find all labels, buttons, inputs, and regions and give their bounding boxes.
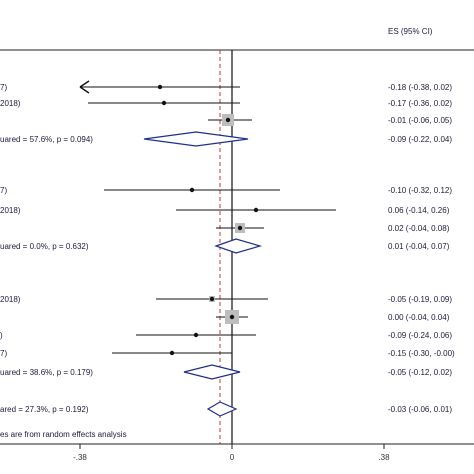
subtotal-diamond	[214, 238, 263, 254]
row-es-text: -0.05 (-0.19, 0.09)	[388, 295, 452, 304]
subtotal-diamond	[183, 364, 241, 380]
row-es-text: -0.18 (-0.38, 0.02)	[388, 83, 452, 92]
row-es-text: 0.02 (-0.04, 0.08)	[388, 224, 450, 233]
row-11: ) -0.09 (-0.24, 0.06)	[0, 331, 452, 340]
point-estimate	[209, 296, 215, 302]
row-label: )	[0, 331, 3, 340]
row-es-text: -0.09 (-0.24, 0.06)	[388, 331, 452, 340]
row-es-text: -0.01 (-0.06, 0.05)	[388, 116, 452, 125]
point-estimate	[229, 314, 235, 320]
subtotal-diamond	[143, 131, 249, 147]
row-13: uared = 38.6%, p = 0.179) -0.05 (-0.12, 0…	[0, 364, 452, 380]
row-10: 0.00 (-0.04, 0.04)	[216, 310, 450, 324]
row-es-text: -0.05 (-0.12, 0.02)	[388, 368, 452, 377]
row-label: 2018)	[0, 99, 21, 108]
row-1: 7) -0.18 (-0.38, 0.02)	[0, 80, 452, 94]
row-9: 2018) -0.05 (-0.19, 0.09)	[0, 295, 452, 304]
row-es-text: -0.10 (-0.32, 0.12)	[388, 186, 452, 195]
row-7: 0.02 (-0.04, 0.08)	[216, 223, 450, 233]
point-estimate	[193, 332, 199, 338]
x-tick-label: .38	[378, 453, 390, 462]
point-estimate	[237, 225, 243, 231]
row-es-text: -0.17 (-0.36, 0.02)	[388, 99, 452, 108]
point-estimate	[189, 187, 195, 193]
point-estimate	[253, 207, 259, 213]
x-axis: -.38 0 .38	[73, 444, 390, 462]
row-12: 7) -0.15 (-0.30, -0.00)	[0, 349, 455, 358]
row-label: uared = 0.0%, p = 0.632)	[0, 242, 89, 251]
top-rule-group: ES (95% CI)	[0, 27, 474, 51]
row-es-text: -0.09 (-0.22, 0.04)	[388, 135, 452, 144]
row-5: 7) -0.10 (-0.32, 0.12)	[0, 186, 452, 195]
row-label: 7)	[0, 83, 7, 92]
footer-group: es are from random effects analysis	[0, 430, 474, 445]
row-es-text: 0.06 (-0.14, 0.26)	[388, 206, 450, 215]
row-es-text: 0.00 (-0.04, 0.04)	[388, 313, 450, 322]
row-3: -0.01 (-0.06, 0.05)	[208, 114, 452, 126]
point-estimate	[225, 117, 231, 123]
row-2: 2018) -0.17 (-0.36, 0.02)	[0, 99, 452, 108]
row-6: 2018) 0.06 (-0.14, 0.26)	[0, 206, 450, 215]
x-tick-label: 0	[230, 453, 235, 462]
row-14: ared = 27.3%, p = 0.192) -0.03 (-0.06, 0.…	[0, 401, 452, 417]
row-label: 2018)	[0, 206, 21, 215]
row-label: uared = 57.6%, p = 0.094)	[0, 135, 93, 144]
header-es: ES (95% CI)	[388, 27, 433, 36]
rows-group: 7) -0.18 (-0.38, 0.02) 2018) -0.17 (-0.36, …	[0, 80, 455, 417]
point-estimate	[157, 84, 163, 90]
row-8: uared = 0.0%, p = 0.632) 0.01 (-0.04, 0.0…	[0, 238, 450, 254]
point-estimate	[169, 350, 175, 356]
overall-diamond	[206, 401, 238, 417]
row-label: 7)	[0, 349, 7, 358]
row-label: uared = 38.6%, p = 0.179)	[0, 368, 93, 377]
ci-arrow-left	[79, 80, 90, 94]
row-label: 7)	[0, 186, 7, 195]
row-label: 2018)	[0, 295, 21, 304]
row-es-text: -0.15 (-0.30, -0.00)	[388, 349, 455, 358]
row-es-text: -0.03 (-0.06, 0.01)	[388, 405, 452, 414]
point-estimate	[161, 100, 167, 106]
row-label: ared = 27.3%, p = 0.192)	[0, 405, 89, 414]
footnote: es are from random effects analysis	[0, 430, 127, 439]
row-4: uared = 57.6%, p = 0.094) -0.09 (-0.22, 0…	[0, 131, 452, 147]
x-tick-label: -.38	[73, 453, 87, 462]
row-es-text: 0.01 (-0.04, 0.07)	[388, 242, 450, 251]
